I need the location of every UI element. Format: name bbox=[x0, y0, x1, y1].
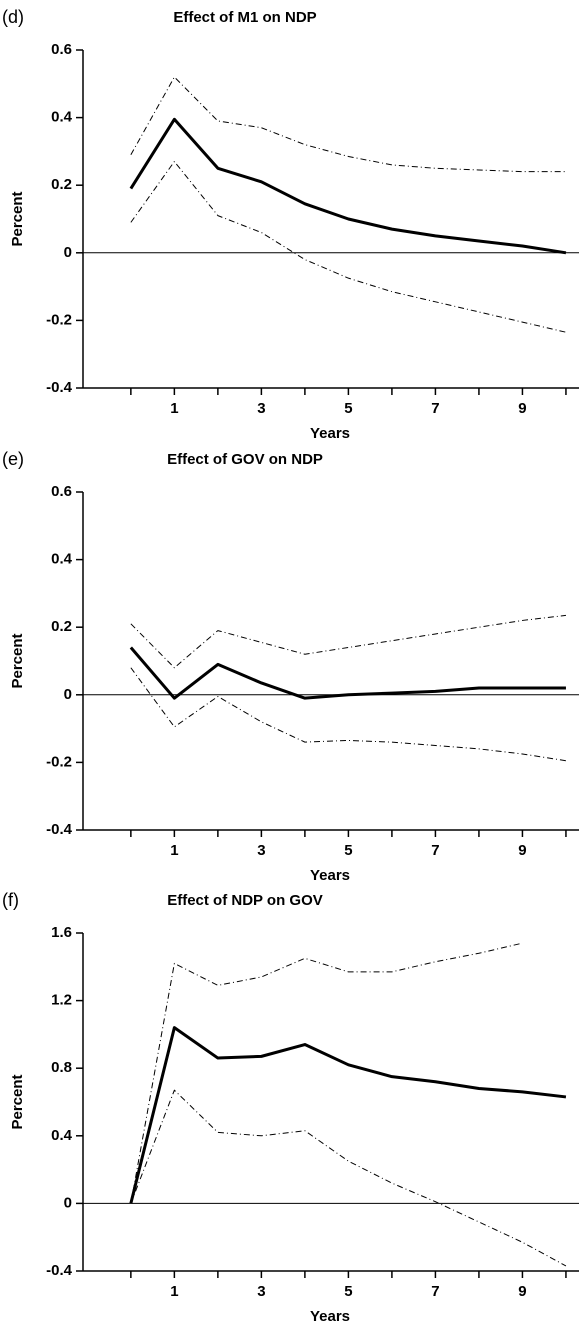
x-tick-label: 7 bbox=[431, 842, 439, 859]
series-line bbox=[129, 1026, 567, 1204]
y-tick-label: 1.6 bbox=[51, 924, 72, 941]
y-tick-label: 0 bbox=[64, 1194, 72, 1211]
x-tick-label: 9 bbox=[518, 842, 526, 859]
y-tick-label: 0.6 bbox=[51, 483, 72, 500]
series-line bbox=[130, 667, 567, 762]
series-line bbox=[130, 942, 523, 1204]
y-tick-label: 0 bbox=[64, 686, 72, 703]
y-tick-label: 0.4 bbox=[51, 551, 73, 568]
x-tick-label: 5 bbox=[344, 1283, 352, 1300]
y-tick-label: -0.2 bbox=[46, 311, 72, 328]
y-tick-label: 0.8 bbox=[51, 1059, 72, 1076]
x-tick-label: 7 bbox=[431, 400, 439, 417]
x-tick-label: 1 bbox=[170, 842, 178, 859]
y-tick-label: 1.2 bbox=[51, 992, 72, 1009]
y-axis-label: Percent bbox=[9, 1074, 26, 1129]
x-tick-label: 3 bbox=[257, 1283, 265, 1300]
chart-title: Effect of GOV on NDP bbox=[167, 451, 323, 468]
x-tick-label: 3 bbox=[257, 400, 265, 417]
panel-label: (d) bbox=[2, 7, 24, 27]
x-axis-label: Years bbox=[310, 1308, 350, 1324]
x-tick-label: 5 bbox=[344, 400, 352, 417]
chart-title: Effect of M1 on NDP bbox=[173, 9, 316, 26]
series-line bbox=[130, 614, 567, 669]
x-tick-label: 7 bbox=[431, 1283, 439, 1300]
series-line bbox=[130, 76, 566, 173]
x-tick-label: 3 bbox=[257, 842, 265, 859]
y-tick-label: 0.4 bbox=[51, 1127, 73, 1144]
y-axis-label: Percent bbox=[9, 633, 26, 688]
x-tick-label: 5 bbox=[344, 842, 352, 859]
x-tick-label: 9 bbox=[518, 1283, 526, 1300]
y-tick-label: -0.4 bbox=[46, 1262, 73, 1279]
y-tick-label: -0.4 bbox=[46, 821, 73, 838]
y-tick-label: 0.4 bbox=[51, 109, 73, 126]
x-axis-label: Years bbox=[310, 425, 350, 442]
y-tick-label: 0.2 bbox=[51, 618, 72, 635]
x-tick-label: 1 bbox=[170, 400, 178, 417]
x-tick-label: 1 bbox=[170, 1283, 178, 1300]
y-tick-label: 0 bbox=[64, 244, 72, 261]
panel-label: (f) bbox=[2, 890, 19, 910]
x-axis-label: Years bbox=[310, 867, 350, 884]
series-line bbox=[129, 646, 566, 700]
y-tick-label: 0.2 bbox=[51, 176, 72, 193]
x-tick-label: 9 bbox=[518, 400, 526, 417]
series-line bbox=[129, 117, 567, 255]
panel-label: (e) bbox=[2, 449, 24, 469]
series-line bbox=[130, 161, 567, 333]
y-tick-label: 0.6 bbox=[51, 41, 72, 58]
series-line bbox=[130, 1089, 567, 1267]
chart-title: Effect of NDP on GOV bbox=[167, 892, 323, 909]
y-tick-label: -0.4 bbox=[46, 379, 73, 396]
y-tick-label: -0.2 bbox=[46, 753, 72, 770]
y-axis-label: Percent bbox=[9, 191, 26, 246]
